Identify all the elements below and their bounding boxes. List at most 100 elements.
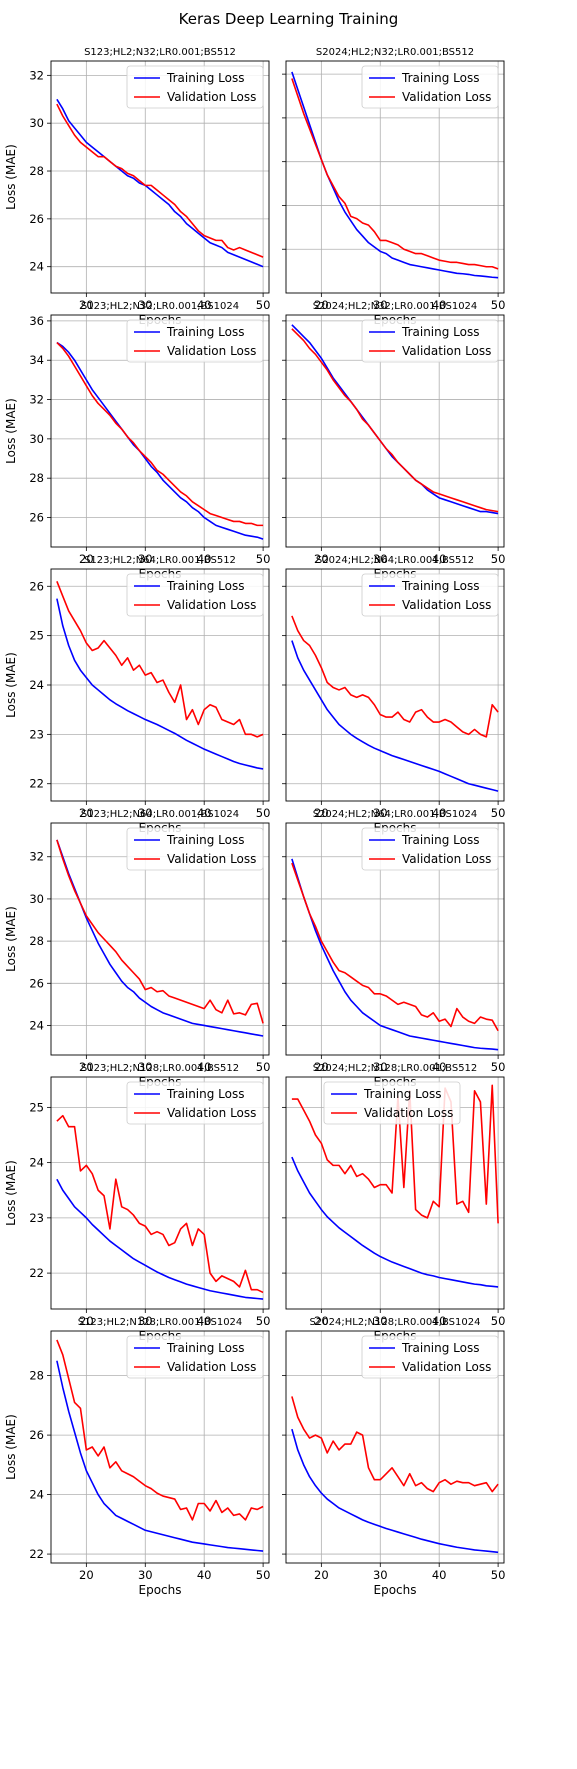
legend: Training Loss Validation Loss: [126, 1081, 264, 1125]
plot-frame: [285, 60, 505, 294]
x-tick-label: 40: [197, 552, 212, 566]
legend-box: [126, 573, 264, 617]
subplot-title: S2024;HL2;N64;LR0.001;BS1024: [313, 809, 478, 820]
x-tick-label: 40: [197, 1568, 212, 1582]
x-tick-label: 30: [373, 1314, 388, 1328]
y-axis-label: Loss (MAE): [4, 1160, 18, 1226]
legend: Training Loss Validation Loss: [126, 827, 264, 871]
y-tick-label: 22: [29, 1266, 44, 1280]
x-tick-label: 30: [373, 552, 388, 566]
y-tick-label: 23: [29, 727, 44, 741]
plot-frame: [50, 1330, 270, 1564]
y-tick-label: 28: [29, 1369, 44, 1383]
subplot-title: S2024;HL2;N128;LR0.001;BS512: [313, 1063, 478, 1074]
y-tick-label: 34: [29, 353, 44, 367]
subplot-grid: S123;HL2;N32;LR0.001;BS512 20 30 40 50 24 26 28…: [4, 47, 505, 1597]
subplot-title: S123;HL2;N128;LR0.001;BS1024: [78, 1317, 243, 1328]
training-loss-line: [291, 1428, 499, 1554]
legend: Training Loss Validation Loss: [126, 573, 264, 617]
training-loss-line: [56, 1360, 264, 1552]
x-tick-label: 40: [432, 1314, 447, 1328]
x-tick-label: 20: [314, 806, 329, 820]
x-tick-label: 20: [79, 1314, 94, 1328]
training-loss-line: [56, 98, 264, 268]
legend-box: [323, 1081, 461, 1125]
legend-validation-label: Validation Loss: [402, 90, 491, 104]
legend-validation-label: Validation Loss: [167, 598, 256, 612]
subplot-1: S123;HL2;N32;LR0.001;BS512 20 30 40 50 24 26 28…: [4, 47, 270, 327]
legend-box: [126, 65, 264, 109]
validation-loss-line: [56, 1339, 264, 1521]
y-axis-label: Loss (MAE): [4, 1414, 18, 1480]
subplot-10: S2024;HL2;N128;LR0.001;BS51220304050Epoc…: [282, 1063, 505, 1343]
subplot-title: S123;HL2;N128;LR0.001;BS512: [81, 1063, 239, 1074]
x-tick-label: 40: [432, 806, 447, 820]
validation-loss-line: [291, 78, 499, 270]
x-tick-label: 30: [373, 1568, 388, 1582]
y-tick-label: 28: [29, 164, 44, 178]
x-axis-label: Epochs: [374, 1583, 417, 1597]
x-tick-label: 30: [138, 806, 153, 820]
y-tick-label: 24: [29, 1018, 44, 1032]
legend-validation-label: Validation Loss: [402, 598, 491, 612]
legend: Training Loss Validation Loss: [361, 65, 499, 109]
legend: Training Loss Validation Loss: [361, 319, 499, 363]
y-axis-label: Loss (MAE): [4, 144, 18, 210]
training-loss-line: [291, 858, 499, 1051]
legend-validation-label: Validation Loss: [167, 344, 256, 358]
legend-box: [361, 65, 499, 109]
x-tick-label: 20: [79, 806, 94, 820]
legend-training-label: Training Loss: [401, 1341, 479, 1355]
x-tick-label: 50: [491, 1568, 506, 1582]
y-tick-label: 24: [29, 1488, 44, 1502]
validation-loss-line: [291, 862, 499, 1032]
validation-loss-line: [291, 1084, 499, 1224]
training-loss-line: [56, 598, 264, 770]
x-tick-label: 40: [197, 1060, 212, 1074]
validation-loss-line: [291, 328, 499, 513]
legend-box: [126, 1081, 264, 1125]
subplot-title: S2024;HL2;N32;LR0.001;BS512: [316, 47, 474, 58]
plot-frame: [285, 314, 505, 548]
x-tick-label: 30: [138, 1314, 153, 1328]
validation-loss-line: [291, 1396, 499, 1493]
y-tick-label: 32: [29, 850, 44, 864]
legend-training-label: Training Loss: [401, 325, 479, 339]
x-tick-label: 30: [138, 552, 153, 566]
legend-box: [361, 1335, 499, 1379]
legend-validation-label: Validation Loss: [402, 1360, 491, 1374]
x-tick-label: 20: [314, 298, 329, 312]
validation-loss-line: [56, 103, 264, 258]
y-axis-label: Loss (MAE): [4, 652, 18, 718]
legend-validation-label: Validation Loss: [167, 90, 256, 104]
y-tick-label: 32: [29, 68, 44, 82]
legend-training-label: Training Loss: [166, 833, 244, 847]
y-tick-label: 22: [29, 777, 44, 791]
legend-validation-label: Validation Loss: [364, 1106, 453, 1120]
subplot-title: S2024;HL2;N64;LR0.001;BS512: [316, 555, 474, 566]
x-tick-label: 50: [491, 298, 506, 312]
x-axis-label: Epochs: [139, 1583, 182, 1597]
validation-loss-line: [56, 581, 264, 738]
x-tick-label: 50: [491, 1314, 506, 1328]
legend-validation-label: Validation Loss: [167, 1360, 256, 1374]
x-tick-label: 20: [79, 1060, 94, 1074]
x-tick-label: 50: [256, 806, 271, 820]
x-tick-label: 50: [256, 298, 271, 312]
training-loss-line: [291, 640, 499, 792]
legend-training-label: Training Loss: [401, 833, 479, 847]
y-tick-label: 26: [29, 579, 44, 593]
validation-loss-line: [56, 839, 264, 1024]
y-tick-label: 25: [29, 629, 44, 643]
plot-frame: [50, 314, 270, 548]
legend-training-label: Training Loss: [166, 71, 244, 85]
y-tick-label: 26: [29, 212, 44, 226]
x-tick-label: 20: [314, 1568, 329, 1582]
y-axis-label: Loss (MAE): [4, 398, 18, 464]
x-tick-label: 20: [79, 1568, 94, 1582]
subplot-title: S123;HL2;N32;LR0.001;BS512: [84, 47, 236, 58]
